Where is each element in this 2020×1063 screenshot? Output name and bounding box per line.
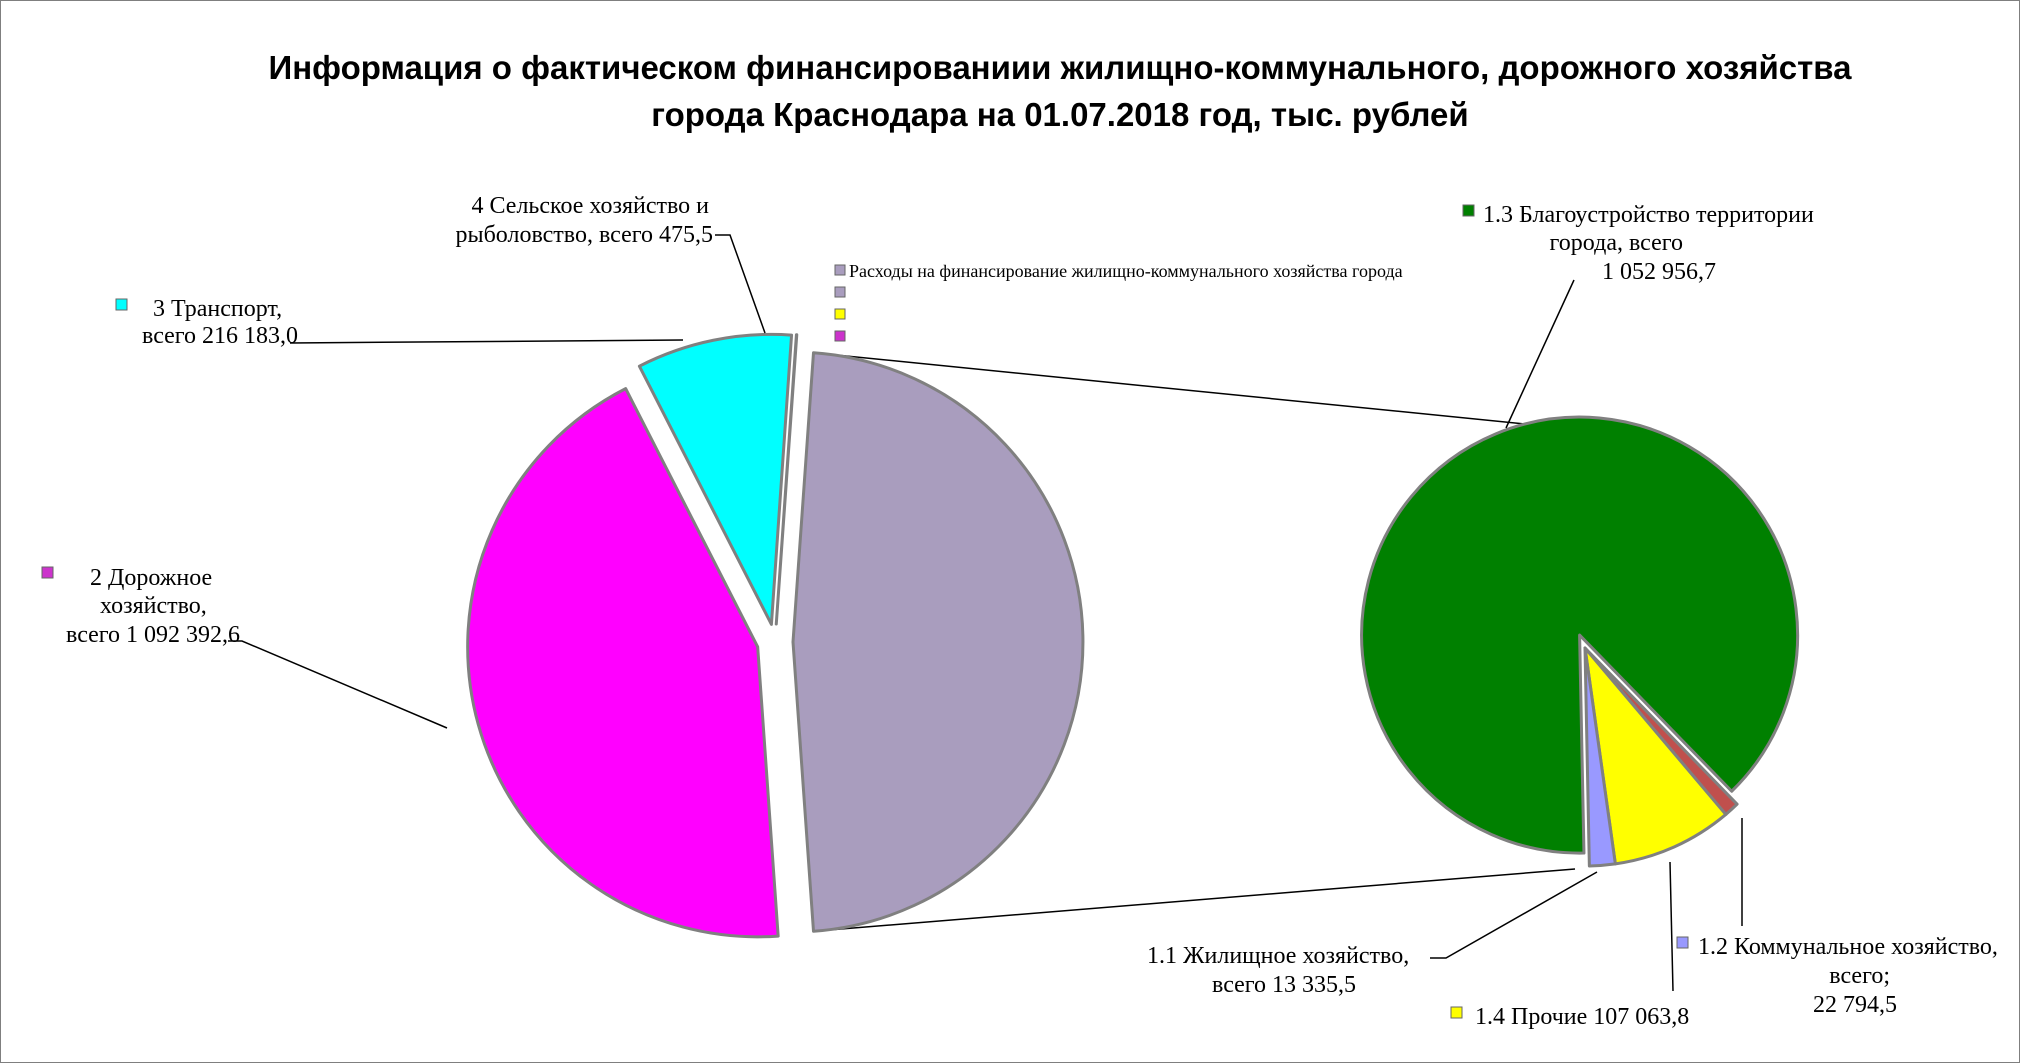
label-agriculture: 4 Сельское хозяйство и рыболовство, всег… [455, 193, 713, 248]
label-swatch-improvement [1462, 204, 1475, 217]
label-housing-line-1: 1.1 Жилищное хозяйство, [1147, 943, 1409, 969]
label-improve-line-2: города, всего [1550, 230, 1683, 256]
primary-slice-zhkh [791, 351, 1085, 933]
label-improve-line-1: 1.3 Благоустройство территории [1483, 202, 1814, 228]
secondary-slice-improve [1360, 415, 1800, 855]
label-transport-line-2: всего 216 183,0 [142, 323, 298, 349]
label-transport: 3 Транспорт, всего 216 183,0 [115, 296, 298, 349]
primary-slice-road [466, 387, 780, 939]
leader-other [1669, 861, 1674, 992]
label-road-line-1: 2 Дорожное [90, 565, 212, 591]
leader-transport [289, 339, 684, 344]
leader-housing [1430, 871, 1598, 959]
leader-improvement [1505, 279, 1575, 429]
label-agri-line-2: рыболовство, всего 475,5 [455, 222, 713, 248]
label-swatch-transport [115, 298, 128, 311]
label-improve-line-3: 1 052 956,7 [1602, 259, 1716, 285]
chart-title: Информация о фактическом финансированиии… [250, 44, 1870, 138]
label-communal-line-2: всего; [1829, 963, 1890, 989]
connector-bottom [813, 868, 1576, 933]
label-housing: 1.1 Жилищное хозяйство, всего 13 335,5 [1147, 943, 1409, 998]
legend-label-0: Расходы на финансирование жилищно-коммун… [849, 261, 1403, 281]
legend-swatch-3 [834, 330, 846, 342]
label-other-line-1: 1.4 Прочие 107 063,8 [1475, 1004, 1689, 1030]
label-communal-line-1: 1.2 Коммунальное хозяйство, [1698, 934, 1998, 960]
leader-road [228, 640, 448, 729]
label-swatch-road [41, 566, 54, 579]
label-road-line-2: хозяйство, [100, 593, 207, 619]
title-line-1: Информация о фактическом финансированиии… [268, 49, 1852, 86]
label-communal-line-3: 22 794,5 [1813, 992, 1897, 1018]
label-swatch-other [1450, 1006, 1463, 1019]
connector-top [813, 351, 1586, 431]
label-transport-line-1: 3 Транспорт, [153, 296, 282, 322]
connector-lines [813, 351, 1586, 933]
label-road-line-3: всего 1 092 392,6 [66, 622, 240, 648]
primary-slice-transport [637, 332, 794, 626]
title-line-2: города Краснодара на 01.07.2018 год, тыс… [651, 96, 1469, 133]
leader-lines [228, 234, 1743, 992]
label-housing-line-2: всего 13 335,5 [1212, 972, 1356, 998]
legend-swatch-2 [834, 308, 846, 320]
label-road: 2 Дорожное хозяйство, всего 1 092 392,6 [41, 565, 240, 648]
leader-agriculture [715, 234, 766, 334]
legend-swatch-1 [834, 286, 846, 298]
secondary-slice-other [1583, 646, 1728, 866]
primary-pie [466, 332, 1085, 939]
label-other: 1.4 Прочие 107 063,8 [1450, 1004, 1689, 1030]
secondary-slice-communal [1583, 646, 1617, 868]
label-improvement: 1.3 Благоустройство территории города, в… [1462, 202, 1814, 285]
label-communal: 1.2 Коммунальное хозяйство, всего; 22 79… [1676, 934, 1998, 1018]
label-swatch-communal [1676, 936, 1689, 949]
primary-slice-agri [774, 333, 799, 626]
legend: Расходы на финансирование жилищно-коммун… [834, 261, 1403, 342]
secondary-pie [1360, 415, 1800, 868]
legend-swatch-0 [834, 264, 846, 276]
label-agri-line-1: 4 Сельское хозяйство и [471, 193, 709, 219]
